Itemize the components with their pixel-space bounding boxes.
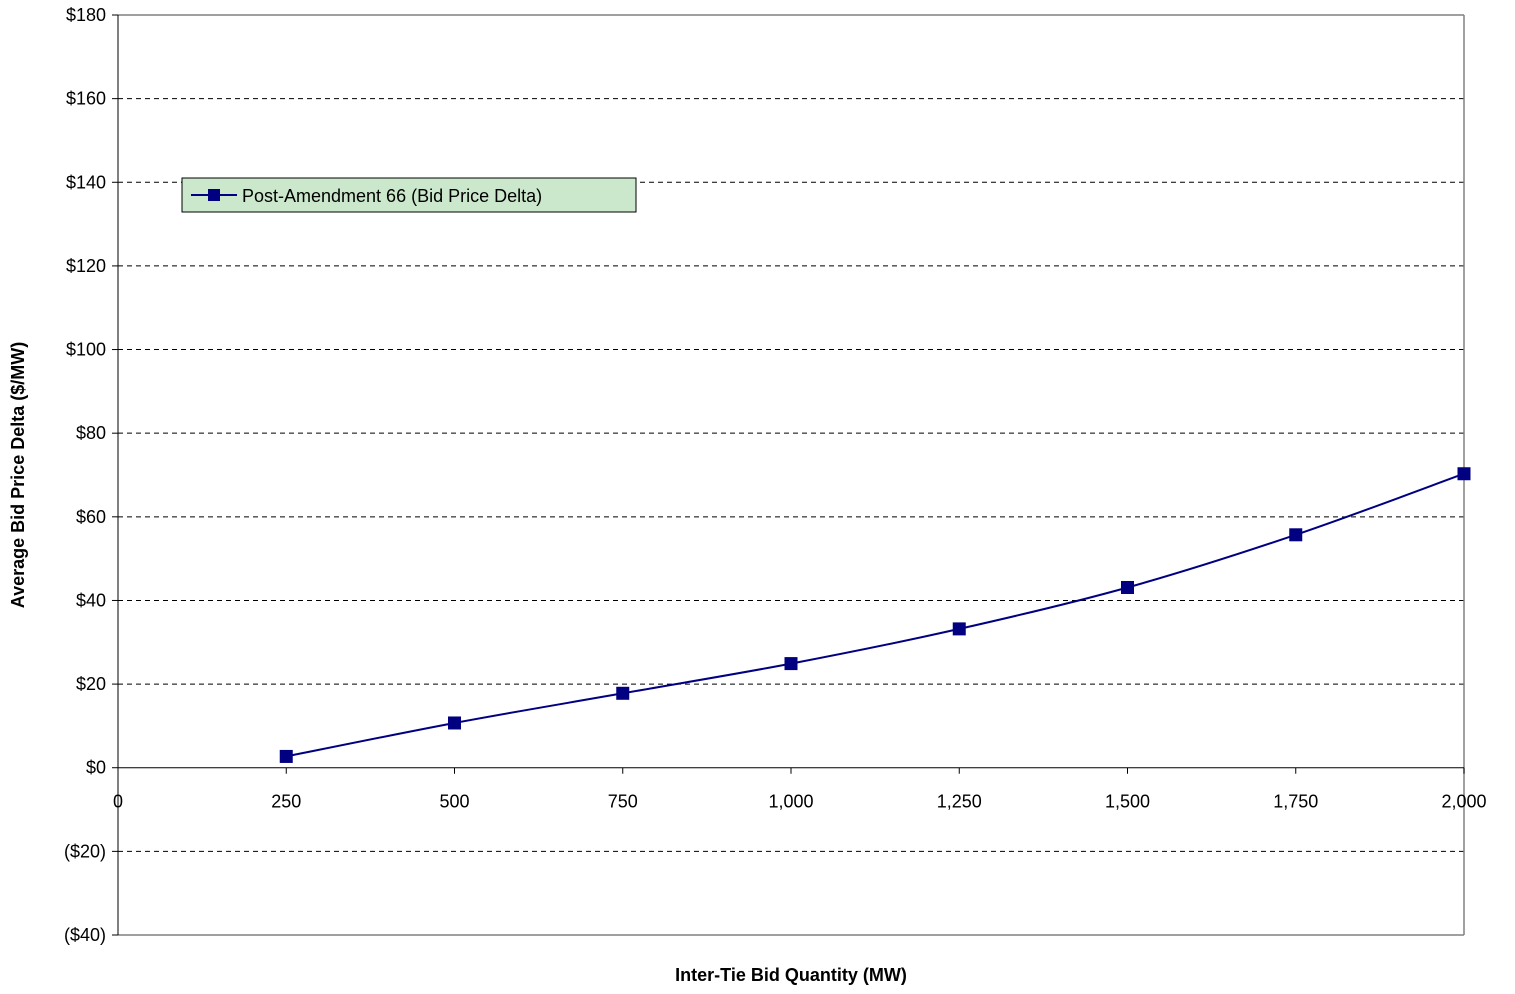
legend: Post-Amendment 66 (Bid Price Delta) (181, 177, 637, 213)
x-tick-label: 0 (113, 792, 123, 812)
y-axis-ticks: ($40) ($20) $0 $20 $40 $60 $80 $100 $120 $140 $160… (64, 5, 118, 945)
legend-marker-square-icon (208, 189, 220, 201)
data-point-square (1289, 528, 1303, 542)
x-tick-label: 1,000 (768, 792, 813, 812)
data-point-square (1457, 467, 1471, 481)
data-point-square (784, 657, 798, 671)
legend-box (181, 177, 637, 213)
data-point-square (279, 749, 293, 763)
y-tick-label: $20 (76, 674, 106, 694)
series-layer (279, 467, 1471, 763)
x-tick-label: 250 (271, 792, 301, 812)
x-tick-label: 2,000 (1441, 792, 1486, 812)
y-tick-label: $180 (66, 5, 106, 25)
y-axis-title: Average Bid Price Delta ($/MW) (8, 342, 28, 608)
x-tick-label: 1,250 (937, 792, 982, 812)
x-tick-label: 1,750 (1273, 792, 1318, 812)
data-point-square (448, 716, 461, 730)
y-tick-label: $140 (66, 172, 106, 192)
y-tick-label: $160 (66, 89, 106, 109)
y-tick-label: $120 (66, 256, 106, 276)
data-point-square (1121, 580, 1134, 594)
legend-label: Post-Amendment 66 (Bid Price Delta) (242, 186, 542, 206)
y-tick-label: $100 (66, 340, 106, 360)
x-tick-label: 1,500 (1105, 792, 1150, 812)
y-tick-label: $60 (76, 507, 106, 527)
y-tick-label: $40 (76, 590, 106, 610)
y-tick-label: $80 (76, 423, 106, 443)
x-axis-title: Inter-Tie Bid Quantity (MW) (675, 965, 907, 985)
data-point-square (952, 622, 966, 636)
y-tick-label: ($40) (64, 925, 106, 945)
x-tick-label: 750 (608, 792, 638, 812)
x-axis-ticks: 0 250 500 750 1,000 1,250 1,500 1,750 2,000 (113, 767, 1487, 812)
data-point-square (616, 686, 630, 700)
x-tick-label: 500 (439, 792, 469, 812)
y-tick-label: ($20) (64, 841, 106, 861)
y-tick-label: $0 (86, 758, 106, 778)
series-line (286, 472, 1465, 758)
